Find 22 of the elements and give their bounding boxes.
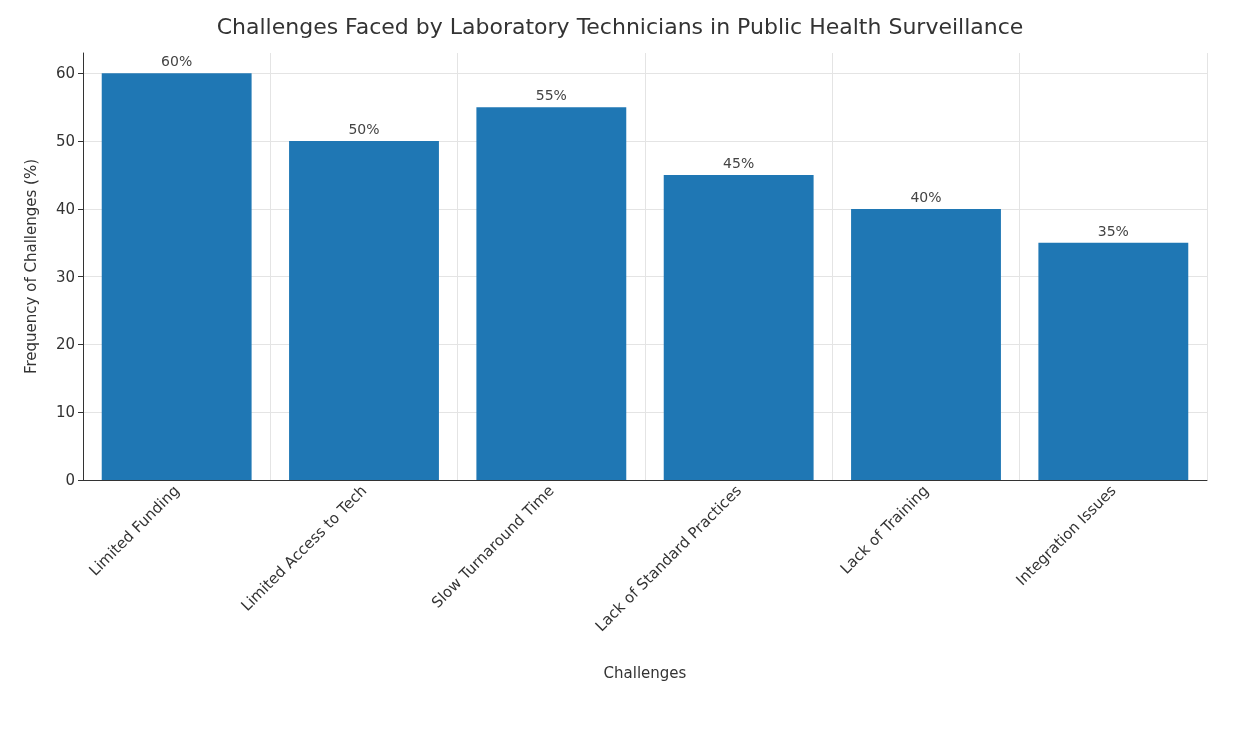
- bar: [476, 107, 627, 480]
- data-label: 60%: [161, 53, 193, 70]
- data-label: 35%: [1097, 222, 1129, 239]
- y-tick-label: 40: [55, 199, 75, 218]
- y-axis-title: Frequency of Challenges (%): [21, 158, 40, 375]
- chart-title: Challenges Faced by Laboratory Technicians in Public Health Surveillance: [216, 13, 1024, 39]
- bar: [289, 141, 439, 480]
- x-axis-title: Challenges: [603, 663, 687, 682]
- bar: [1038, 242, 1189, 480]
- y-tick-label: 60: [55, 64, 75, 83]
- y-tick-label: 20: [55, 335, 75, 354]
- data-label: 55%: [535, 87, 567, 104]
- bar: [663, 175, 814, 480]
- bar: [851, 208, 1001, 480]
- bar: [101, 73, 252, 480]
- data-label: 45%: [723, 155, 755, 171]
- y-tick-label: 10: [55, 403, 75, 422]
- data-label: 50%: [348, 121, 380, 138]
- data-label: 40%: [910, 188, 942, 205]
- y-tick-label: 0: [65, 471, 75, 489]
- y-tick-label: 30: [55, 267, 75, 286]
- y-tick-label: 50: [55, 132, 75, 151]
